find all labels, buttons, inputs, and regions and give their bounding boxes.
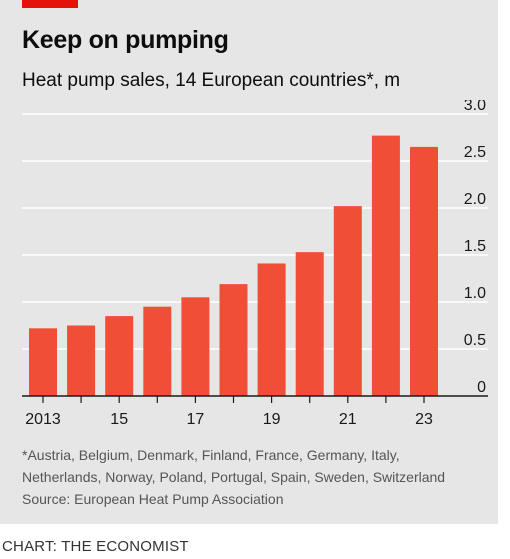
chart-credit: CHART: THE ECONOMIST (2, 538, 189, 555)
chart-title: Keep on pumping (22, 26, 229, 54)
x-tick-label: 23 (415, 411, 433, 428)
x-tick-label: 21 (339, 411, 357, 428)
y-tick-label: 2.0 (464, 191, 486, 208)
x-axis: 2013 15 17 19 21 23 (22, 395, 488, 428)
footnote-countries-line1: *Austria, Belgium, Denmark, Finland, Fra… (22, 447, 400, 463)
y-tick-label: 3.0 (464, 100, 486, 114)
source-note: Source: European Heat Pump Association (22, 491, 284, 507)
y-tick-label: 1.5 (464, 238, 486, 255)
bar-2022 (371, 135, 400, 396)
bar-chart: 0 0.5 1.0 1.5 2.0 2.5 3.0 2013 15 17 19 21 23 (22, 100, 488, 428)
bar-2023 (410, 146, 438, 396)
bar-2018 (219, 284, 248, 396)
x-tick-label: 17 (187, 411, 205, 428)
bar-2020 (295, 252, 324, 396)
bar-2021 (333, 206, 362, 396)
chart-subtitle: Heat pump sales, 14 European countries*,… (22, 70, 401, 91)
bars (29, 135, 438, 396)
x-tick-label: 19 (263, 411, 281, 428)
bar-2015 (105, 316, 134, 396)
y-tick-label: 2.5 (464, 144, 486, 161)
brand-accent-bar (22, 0, 78, 8)
y-tick-label: 0.5 (464, 332, 486, 349)
x-tick-label: 15 (110, 411, 128, 428)
footnote: *Austria, Belgium, Denmark, Finland, Fra… (22, 444, 445, 510)
y-axis-labels: 0 0.5 1.0 1.5 2.0 2.5 3.0 (464, 100, 486, 396)
bar-2013 (29, 328, 57, 396)
y-tick-label: 0 (477, 379, 486, 396)
y-tick-label: 1.0 (464, 285, 486, 302)
bar-2014 (67, 325, 96, 396)
x-tick-label: 2013 (25, 411, 61, 428)
bar-2016 (143, 306, 172, 396)
chart-card: Keep on pumping Heat pump sales, 14 Euro… (0, 0, 498, 524)
footnote-countries-line2: Netherlands, Norway, Poland, Portugal, S… (22, 469, 446, 485)
bar-2017 (181, 297, 210, 396)
bar-2019 (257, 263, 286, 396)
